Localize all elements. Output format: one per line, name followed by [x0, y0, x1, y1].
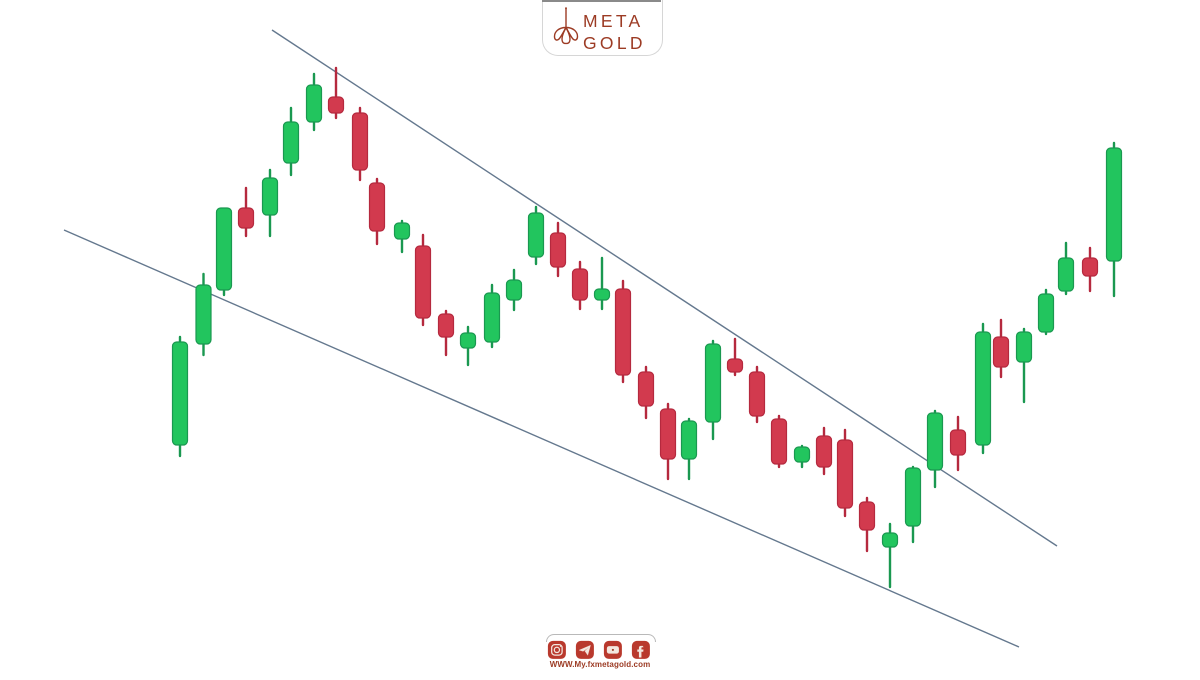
svg-text:GOLD: GOLD: [583, 33, 646, 53]
svg-text:META: META: [583, 11, 644, 31]
